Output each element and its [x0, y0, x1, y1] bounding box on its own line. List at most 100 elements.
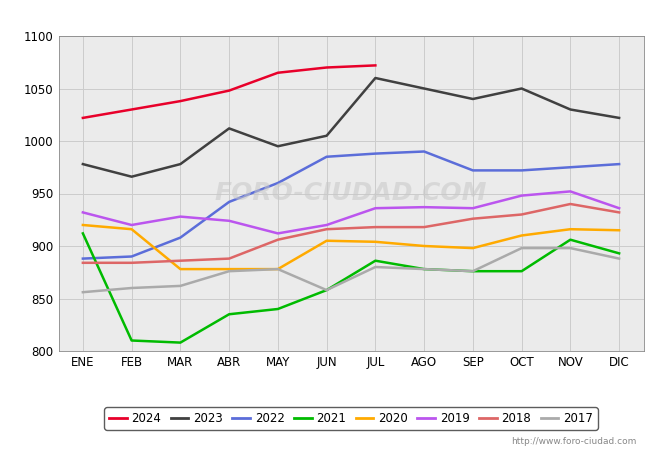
Line: 2018: 2018: [83, 204, 619, 263]
2017: [127, 285, 136, 291]
2021: [566, 237, 575, 243]
2022: [322, 154, 330, 159]
2018: [322, 226, 330, 232]
2019: [225, 218, 233, 224]
2022: [79, 256, 87, 261]
2021: [517, 269, 525, 274]
2018: [127, 260, 136, 265]
2019: [177, 214, 185, 219]
2017: [225, 269, 233, 274]
2021: [225, 311, 233, 317]
2024: [127, 107, 136, 112]
2023: [322, 133, 330, 139]
Line: 2017: 2017: [83, 248, 619, 292]
2019: [127, 222, 136, 228]
2018: [177, 258, 185, 263]
2022: [177, 235, 185, 240]
Line: 2022: 2022: [83, 152, 619, 259]
2023: [127, 174, 136, 180]
2022: [225, 199, 233, 205]
2019: [517, 193, 525, 198]
Line: 2019: 2019: [83, 191, 619, 234]
2024: [79, 115, 87, 121]
2019: [372, 206, 380, 211]
2021: [420, 266, 428, 272]
2018: [225, 256, 233, 261]
2019: [615, 206, 623, 211]
2023: [615, 115, 623, 121]
2018: [615, 210, 623, 215]
2017: [322, 288, 330, 293]
2021: [177, 340, 185, 345]
2018: [420, 225, 428, 230]
2021: [322, 288, 330, 293]
Text: Afiliados en Cabezón de Pisuerga a 30/11/2024: Afiliados en Cabezón de Pisuerga a 30/11…: [136, 8, 514, 24]
2024: [322, 65, 330, 70]
2018: [566, 201, 575, 207]
2024: [177, 99, 185, 104]
2018: [79, 260, 87, 265]
2020: [177, 266, 185, 272]
2017: [79, 289, 87, 295]
2019: [274, 231, 282, 236]
2017: [177, 283, 185, 288]
2024: [372, 63, 380, 68]
2020: [322, 238, 330, 243]
2020: [225, 266, 233, 272]
2022: [566, 165, 575, 170]
2019: [566, 189, 575, 194]
2020: [420, 243, 428, 249]
2017: [517, 245, 525, 251]
2022: [615, 162, 623, 167]
2024: [225, 88, 233, 93]
2020: [372, 239, 380, 244]
2018: [469, 216, 477, 221]
Line: 2021: 2021: [83, 234, 619, 342]
2021: [615, 251, 623, 256]
2022: [274, 180, 282, 186]
2020: [274, 266, 282, 272]
2024: [274, 70, 282, 76]
2017: [274, 266, 282, 272]
2020: [517, 233, 525, 238]
2021: [127, 338, 136, 343]
2022: [517, 168, 525, 173]
2017: [566, 245, 575, 251]
2018: [517, 212, 525, 217]
Line: 2024: 2024: [83, 65, 376, 118]
2019: [322, 222, 330, 228]
2020: [469, 245, 477, 251]
2023: [79, 162, 87, 167]
2021: [274, 306, 282, 312]
2017: [615, 256, 623, 261]
2020: [566, 226, 575, 232]
2023: [469, 96, 477, 102]
2019: [469, 206, 477, 211]
2020: [615, 228, 623, 233]
2017: [469, 269, 477, 274]
Line: 2023: 2023: [83, 78, 619, 177]
2017: [372, 264, 380, 270]
2023: [372, 75, 380, 81]
2018: [274, 237, 282, 243]
2019: [420, 204, 428, 210]
2022: [127, 254, 136, 259]
Text: FORO-CIUDAD.COM: FORO-CIUDAD.COM: [214, 181, 488, 206]
2020: [79, 222, 87, 228]
2021: [79, 231, 87, 236]
2017: [420, 266, 428, 272]
2019: [79, 210, 87, 215]
2022: [372, 151, 380, 156]
2023: [225, 126, 233, 131]
2023: [274, 144, 282, 149]
2023: [420, 86, 428, 91]
2023: [177, 162, 185, 167]
Text: http://www.foro-ciudad.com: http://www.foro-ciudad.com: [512, 436, 637, 446]
Legend: 2024, 2023, 2022, 2021, 2020, 2019, 2018, 2017: 2024, 2023, 2022, 2021, 2020, 2019, 2018…: [104, 407, 598, 430]
2022: [420, 149, 428, 154]
2021: [372, 258, 380, 263]
2023: [517, 86, 525, 91]
2018: [372, 225, 380, 230]
2022: [469, 168, 477, 173]
2020: [127, 226, 136, 232]
